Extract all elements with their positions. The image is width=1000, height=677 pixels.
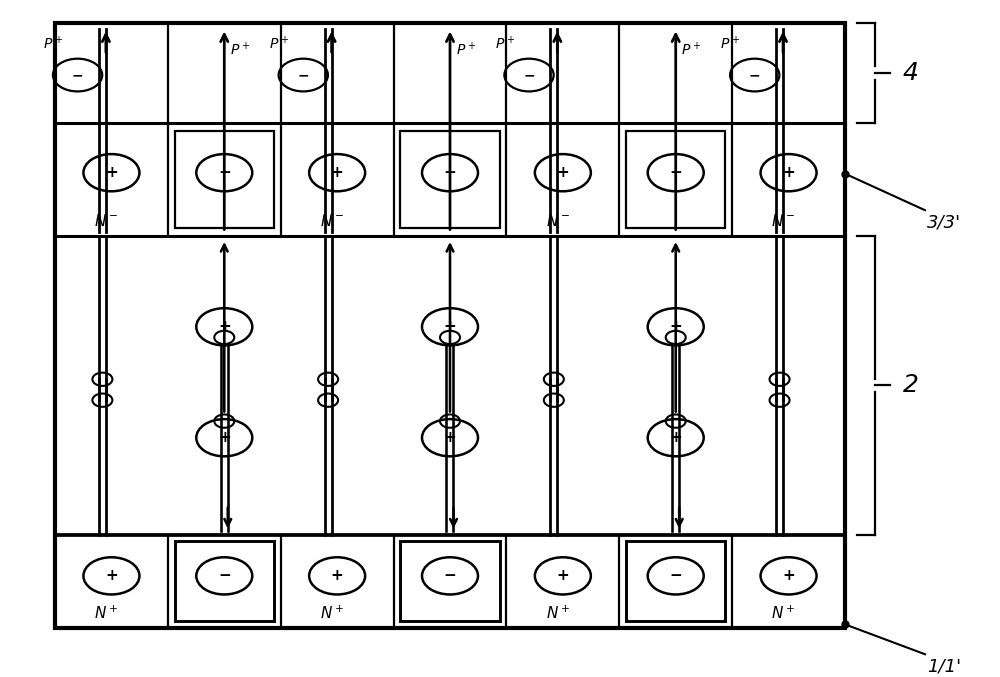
Text: $N^-$: $N^-$ [771,213,796,229]
Text: $N^+$: $N^+$ [771,605,796,622]
Text: −: − [669,165,682,180]
Text: −: − [444,569,456,584]
Text: −: − [444,165,456,180]
Text: 1/1': 1/1' [927,657,961,676]
Text: +: + [669,320,682,334]
Text: −: − [523,68,535,82]
Text: $P^+$: $P^+$ [434,605,456,622]
Text: +: + [444,320,456,334]
Bar [400,131,500,228]
Text: $P^+$: $P^+$ [720,35,741,53]
Text: $P^+$: $P^+$ [456,41,476,58]
Text: $P^+$: $P^+$ [660,605,682,622]
Text: +: + [556,569,569,584]
Bar [55,23,845,628]
Text: +: + [444,430,456,445]
Text: $N^-$: $N^-$ [546,213,570,229]
Text: +: + [782,165,795,180]
Text: 2: 2 [903,373,919,397]
Bar [626,131,725,228]
Text: $P^+$: $P^+$ [681,41,702,58]
Bar [175,542,274,621]
Text: +: + [105,569,118,584]
Text: −: − [72,68,83,82]
Text: 4: 4 [903,61,919,85]
Text: −: − [218,165,231,180]
Text: $N^-$: $N^-$ [94,213,119,229]
Text: $N^+$: $N^+$ [546,605,570,622]
Text: $N^-$: $N^-$ [320,213,344,229]
Text: +: + [669,430,682,445]
Text: +: + [105,165,118,180]
Text: −: − [749,68,761,82]
Text: −: − [218,569,231,584]
Bar [626,542,725,621]
Text: $P^-$: $P^-$ [434,213,456,229]
Text: +: + [556,165,569,180]
Text: $P^+$: $P^+$ [230,41,250,58]
Text: $N^+$: $N^+$ [94,605,119,622]
Bar [175,131,274,228]
Text: $P^+$: $P^+$ [495,35,515,53]
Text: $P^+$: $P^+$ [269,35,289,53]
Text: $P^+$: $P^+$ [43,35,64,53]
Text: −: − [669,569,682,584]
Text: +: + [218,430,231,445]
Text: $N^+$: $N^+$ [320,605,344,622]
Text: $P^+$: $P^+$ [208,605,230,622]
Text: +: + [331,165,344,180]
Text: $P^-$: $P^-$ [208,213,230,229]
Text: $P^-$: $P^-$ [660,213,682,229]
Bar [400,542,500,621]
Text: +: + [218,320,231,334]
Text: 3/3': 3/3' [927,213,961,232]
Text: −: − [297,68,309,82]
Text: +: + [331,569,344,584]
Text: +: + [782,569,795,584]
